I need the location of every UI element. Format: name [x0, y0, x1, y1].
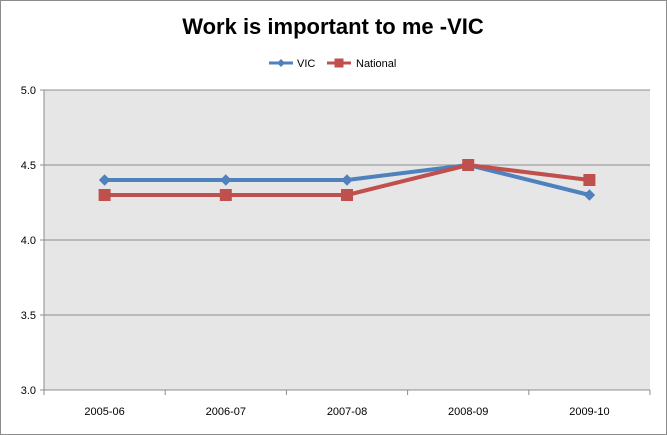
legend: VIC National [269, 58, 396, 70]
data-point-vic [341, 174, 353, 186]
x-tick-label: 2008-09 [448, 406, 488, 418]
data-point-vic [583, 189, 596, 201]
data-point-national [583, 174, 596, 186]
data-point-vic [98, 174, 111, 186]
y-tick-label: 3.5 [21, 310, 36, 322]
chart-title: Work is important to me -VIC [182, 14, 484, 39]
y-tick-label: 4.5 [21, 160, 36, 172]
data-point-national [341, 189, 353, 201]
x-tick-label: 2006-07 [206, 406, 246, 418]
legend-label-vic: VIC [297, 58, 315, 70]
legend-marker-vic [277, 59, 285, 67]
data-point-national [219, 189, 232, 201]
x-tick-label: 2005-06 [84, 406, 124, 418]
data-point-vic [220, 174, 232, 186]
x-tick-label: 2007-08 [327, 406, 367, 418]
plot-area: 3.0 3.5 4.0 4.5 5.0 2005-06 2006-07 2007-08 2008… [21, 85, 651, 418]
y-tick-label: 5.0 [21, 85, 36, 97]
legend-label-national: National [356, 58, 396, 70]
x-tick-label: 2009-10 [569, 406, 609, 418]
data-point-national [98, 189, 111, 201]
y-tick-label: 3.0 [21, 385, 36, 397]
y-tick-label: 4.0 [21, 235, 36, 247]
data-point-national [462, 159, 475, 171]
legend-marker-national [334, 58, 344, 68]
